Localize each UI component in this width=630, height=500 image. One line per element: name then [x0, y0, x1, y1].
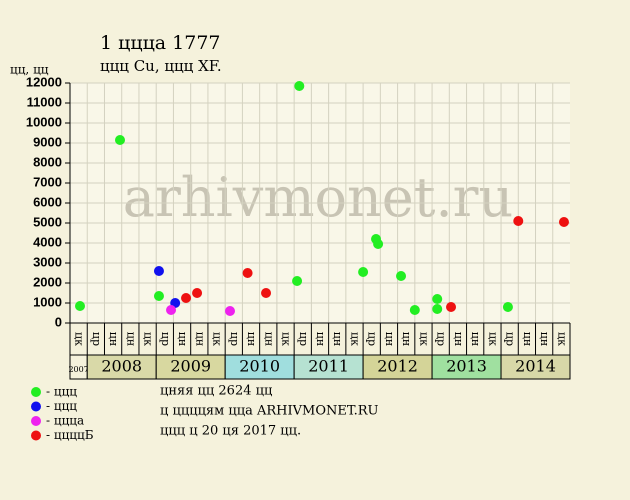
data-point — [153, 266, 164, 276]
year-band — [500, 354, 571, 380]
chart-subtitle: ццц Cu, ццц XF. — [100, 57, 222, 75]
y-tick-label: 2000 — [33, 274, 62, 289]
quarter-label: цр — [504, 332, 517, 346]
quarter-label: цн — [262, 332, 275, 346]
y-tick-label: 5000 — [33, 214, 62, 229]
quarter-label: цк — [211, 332, 224, 346]
y-tick-label: 9000 — [33, 134, 62, 149]
legend-marker — [31, 430, 41, 441]
y-tick-label: 11000 — [27, 94, 62, 109]
chart-title: 1 ццца 1777 — [100, 32, 221, 54]
data-point — [432, 294, 443, 304]
year-band — [86, 354, 157, 380]
data-point — [409, 305, 420, 315]
data-point — [558, 217, 569, 227]
note: ццц ц 20 ця 2017 цц. — [160, 424, 301, 439]
legend-marker — [31, 387, 41, 397]
year-band — [224, 354, 295, 380]
data-point — [432, 304, 443, 314]
quarter-label: цр — [90, 332, 103, 346]
quarter-label: цн — [314, 332, 327, 346]
legend-label: - ццца — [46, 414, 84, 428]
data-point — [358, 267, 369, 277]
quarter-label: цк — [280, 332, 293, 346]
quarter-label: цр — [366, 332, 379, 346]
year-band — [431, 354, 502, 380]
y-tick-label: 4000 — [33, 234, 62, 249]
y-tick-label: 1000 — [33, 294, 62, 309]
quarter-label: цк — [555, 332, 568, 346]
quarter-label: цр — [228, 332, 241, 346]
quarter-label: цн — [107, 332, 120, 346]
year-label: 2011 — [308, 357, 349, 376]
y-tick-label: 6000 — [33, 194, 62, 209]
legend-label: - ццццБ — [46, 428, 94, 442]
data-point — [396, 271, 407, 281]
quarter-label: цн — [193, 332, 206, 346]
quarter-label: цн — [245, 332, 258, 346]
quarter-label: цн — [176, 332, 189, 346]
quarter-label: цк — [348, 332, 361, 346]
quarter-label: цн — [331, 332, 344, 346]
y-axis-label: цц, цц — [10, 63, 49, 77]
data-point — [242, 268, 253, 278]
data-point — [446, 302, 457, 312]
quarter-label: цн — [400, 332, 413, 346]
year-band — [293, 354, 364, 380]
legend-label: - ццц — [46, 399, 77, 413]
year-label: 2008 — [101, 357, 142, 376]
quarter-label: цн — [124, 332, 137, 346]
data-point — [153, 291, 164, 301]
y-tick-label: 0 — [55, 314, 62, 329]
quarter-label: цр — [297, 332, 310, 346]
note: ц ццццям ццa ARHIVMONET.RU — [160, 404, 379, 419]
quarter-label: цк — [417, 332, 430, 346]
data-point — [192, 288, 203, 298]
quarter-label: цк — [486, 332, 499, 346]
data-point — [75, 301, 85, 311]
quarter-label: цк — [73, 332, 86, 346]
data-point — [292, 276, 303, 286]
quarter-label: цн — [452, 332, 465, 346]
watermark: arhivmonet.ru — [123, 166, 513, 229]
year-label: 2009 — [170, 357, 211, 376]
quarter-label: цн — [469, 332, 482, 346]
quarter-label: цн — [383, 332, 396, 346]
year-label: 2013 — [446, 357, 487, 376]
data-point — [502, 302, 513, 312]
quarter-label: цр — [435, 332, 448, 346]
year-band — [362, 354, 433, 380]
data-point — [294, 81, 305, 91]
data-point — [181, 293, 192, 303]
quarter-label: цн — [538, 332, 551, 346]
note: цняя цц 2624 цц — [160, 384, 272, 399]
year-label: 2007 — [68, 365, 88, 374]
data-point — [115, 135, 125, 145]
data-point — [166, 305, 177, 315]
legend-label: - ццц — [46, 385, 77, 399]
quarter-label: цн — [521, 332, 534, 346]
legend-marker — [31, 401, 41, 412]
year-label: 2010 — [239, 357, 280, 376]
legend-marker — [31, 416, 41, 426]
data-point — [513, 216, 524, 226]
year-label: 2014 — [515, 357, 556, 376]
quarter-label: цр — [159, 332, 172, 346]
year-label: 2012 — [377, 357, 418, 376]
y-tick-label: 12000 — [26, 74, 62, 89]
y-tick-label: 10000 — [26, 114, 62, 129]
data-point — [373, 239, 384, 249]
data-point — [261, 288, 272, 298]
year-band — [155, 354, 226, 380]
y-tick-label: 8000 — [33, 154, 62, 169]
y-tick-label: 3000 — [33, 254, 62, 269]
quarter-label: цк — [142, 332, 155, 346]
data-point — [225, 306, 235, 316]
y-tick-label: 7000 — [33, 174, 62, 189]
